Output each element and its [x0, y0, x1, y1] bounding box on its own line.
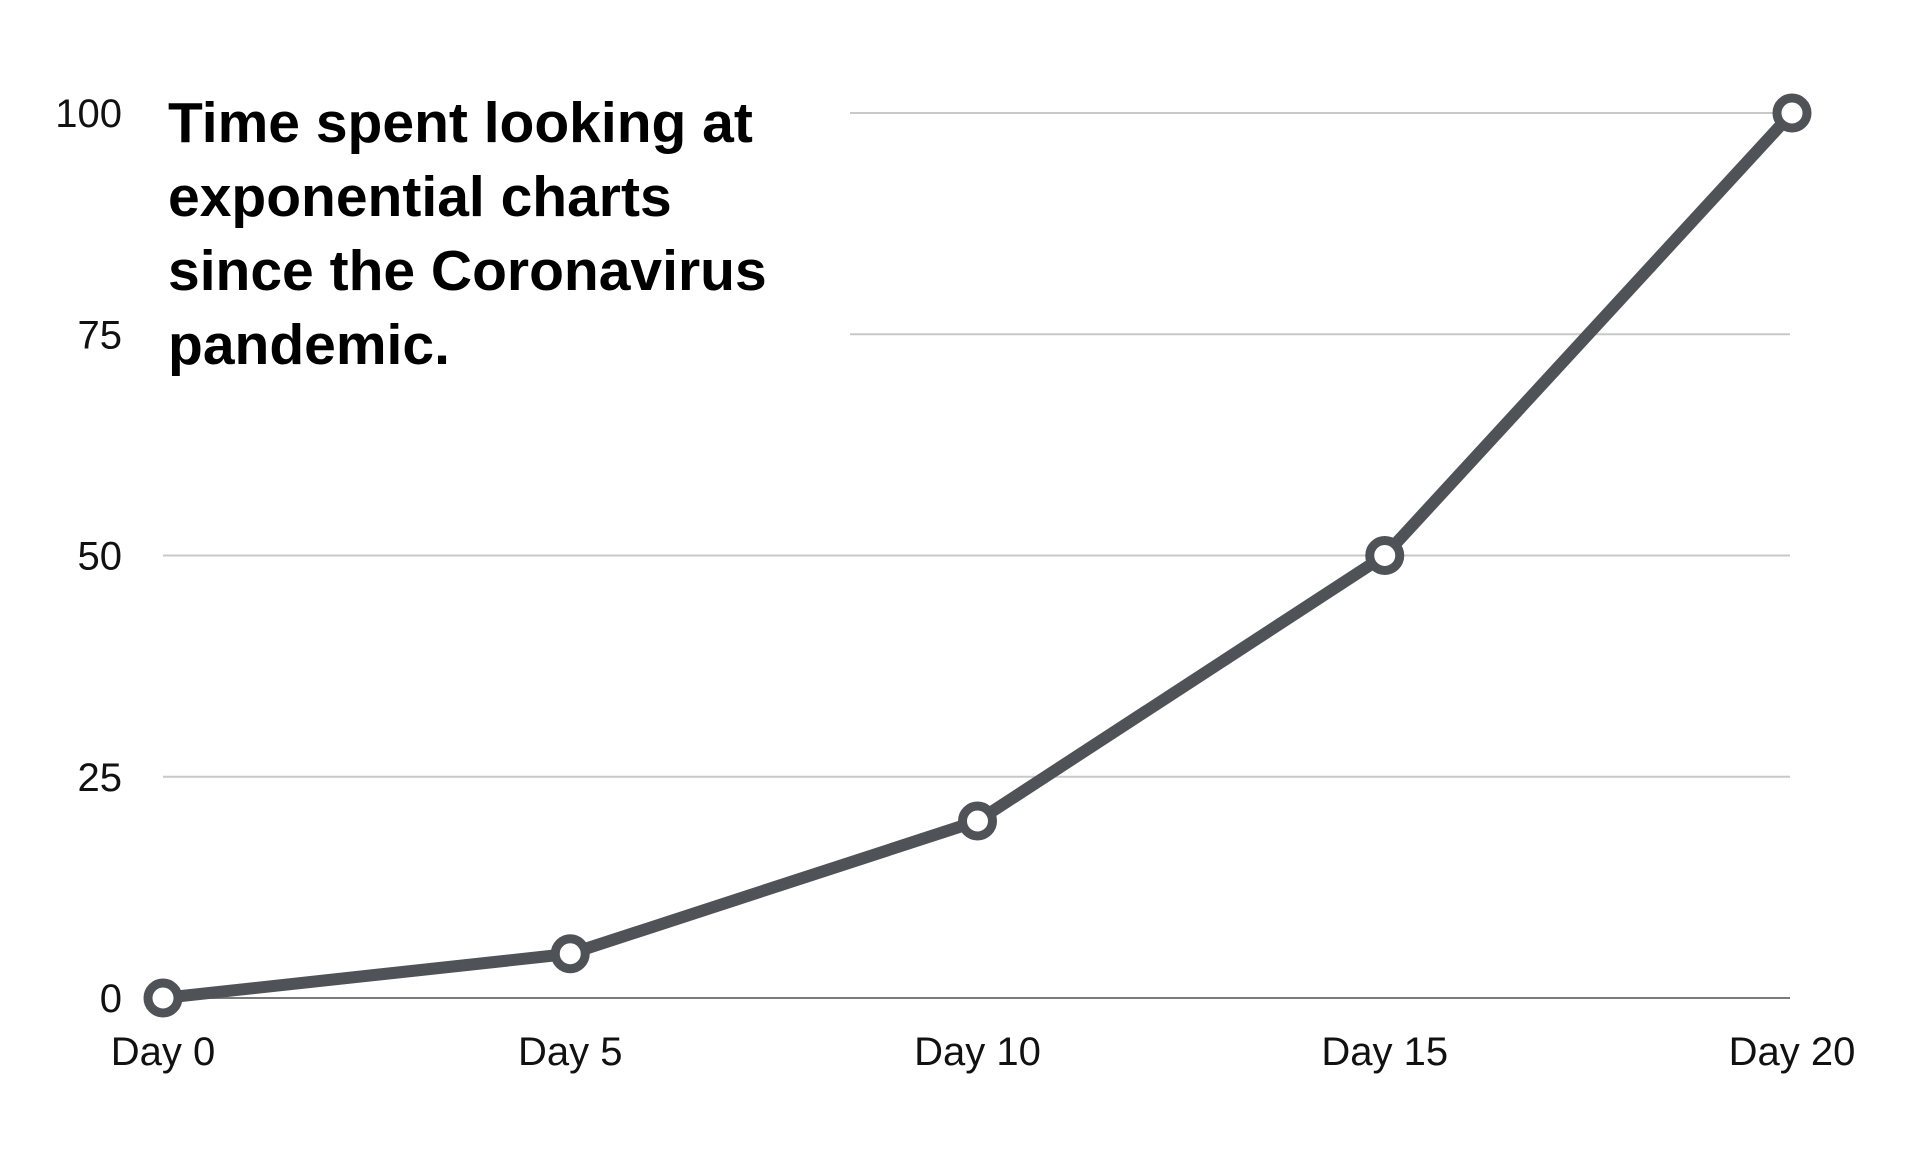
- data-point-day-20: [1772, 93, 1812, 133]
- data-point-day-5: [550, 934, 590, 974]
- chart-title-line: Time spent looking at: [168, 91, 753, 155]
- y-tick-label-75: 75: [78, 313, 123, 357]
- y-tick-label-0: 0: [100, 977, 122, 1021]
- x-tick-label-day-5: Day 5: [518, 1030, 623, 1074]
- series-group: [143, 93, 1812, 1018]
- x-tick-label-day-0: Day 0: [111, 1030, 216, 1074]
- data-point-day-10: [958, 801, 997, 841]
- y-axis-tick-labels: 0 25 50 75 100: [55, 92, 122, 1021]
- x-tick-label-day-15: Day 15: [1321, 1030, 1448, 1074]
- data-point-day-15: [1365, 536, 1405, 575]
- y-tick-label-100: 100: [55, 92, 122, 136]
- x-axis-tick-labels: Day 0 Day 5 Day 10 Day 15 Day 20: [111, 1030, 1856, 1074]
- chart-title-line: exponential charts: [168, 165, 672, 229]
- chart-title: Time spent looking at exponential charts s…: [168, 91, 767, 377]
- x-tick-label-day-20: Day 20: [1729, 1030, 1856, 1074]
- chart-title-line: pandemic.: [168, 313, 450, 377]
- chart-title-line: since the Coronavirus: [168, 239, 767, 303]
- data-point-day-0: [143, 978, 183, 1018]
- y-tick-label-50: 50: [78, 535, 123, 579]
- x-tick-label-day-10: Day 10: [914, 1030, 1041, 1074]
- y-tick-label-25: 25: [78, 756, 123, 800]
- gridlines: [163, 112, 1790, 999]
